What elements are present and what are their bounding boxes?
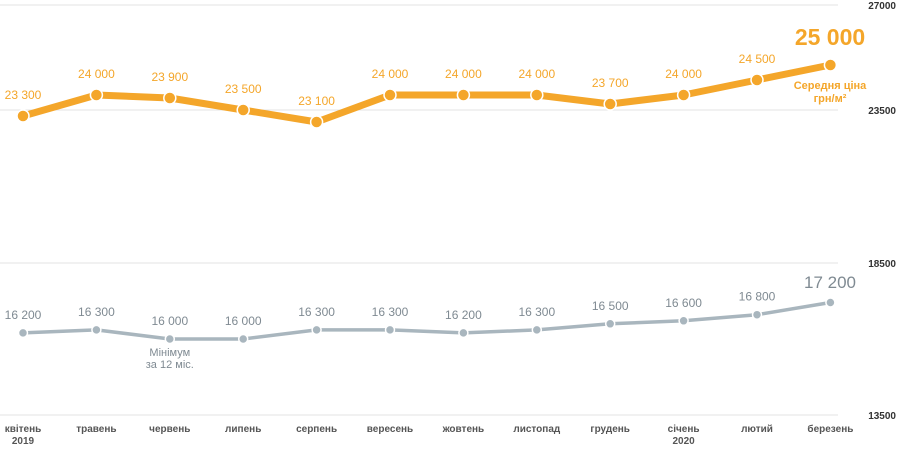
- data-label: 23 100: [298, 94, 335, 108]
- x-tick-sublabel: 2019: [12, 436, 35, 447]
- data-label: 16 200: [445, 308, 482, 322]
- x-tick-sublabel: 2020: [672, 436, 695, 447]
- data-point: [164, 333, 176, 345]
- x-tick-label: червень: [149, 424, 190, 435]
- data-point: [825, 297, 836, 308]
- x-tick-label: листопад: [513, 424, 561, 435]
- x-tick-label: квітень: [5, 424, 42, 435]
- data-label: 23 300: [5, 88, 42, 102]
- data-label: 16 000: [151, 314, 188, 328]
- data-label: 16 200: [5, 308, 42, 322]
- x-tick-label: липень: [225, 424, 261, 435]
- data-label: 16 500: [592, 299, 629, 313]
- data-point: [604, 318, 616, 330]
- data-label: 24 000: [445, 67, 482, 81]
- y-tick-label: 18500: [868, 259, 896, 270]
- data-point: [89, 88, 104, 102]
- x-tick-label: лютий: [741, 424, 773, 435]
- data-label: 16 300: [298, 305, 335, 319]
- series-name-label: грн/м²: [814, 93, 847, 105]
- x-tick-label: жовтень: [442, 424, 485, 435]
- data-point: [163, 91, 177, 105]
- data-point: [531, 324, 543, 336]
- x-tick-label: грудень: [590, 424, 630, 435]
- data-point: [91, 324, 102, 336]
- data-label: 24 000: [518, 67, 555, 81]
- minimum-annotation: за 12 міс.: [146, 359, 194, 371]
- data-label: 16 300: [78, 305, 115, 319]
- data-label: 16 600: [665, 296, 702, 310]
- data-point: [311, 324, 322, 336]
- x-tick-label: березень: [807, 423, 853, 435]
- data-point: [458, 327, 469, 339]
- data-point: [823, 58, 838, 72]
- series-name-label: Середня ціна: [794, 80, 867, 92]
- y-tick-label: 27000: [868, 1, 896, 12]
- data-point: [236, 103, 250, 117]
- data-point: [751, 309, 763, 320]
- data-point: [456, 88, 471, 102]
- data-point: [676, 88, 691, 102]
- series-average-price: 23 300 24 000 23 900 23 500 23 100 24 000 24 0…: [5, 24, 867, 129]
- data-label: 16 800: [739, 290, 776, 304]
- data-label: 16 300: [372, 305, 409, 319]
- data-label: 24 000: [78, 67, 115, 81]
- data-point: [383, 88, 397, 102]
- data-point: [17, 327, 29, 339]
- data-point: [237, 333, 249, 345]
- series-line: [19, 61, 834, 126]
- data-label-latest: 25 000: [795, 24, 865, 50]
- series-secondary: 16 200 16 300 16 000 16 000 16 300 16 300 16 2…: [5, 273, 856, 371]
- data-label: 16 000: [225, 314, 262, 328]
- data-label: 24 500: [739, 52, 776, 66]
- data-point: [750, 73, 764, 87]
- data-label: 23 500: [225, 82, 262, 96]
- x-tick-label: травень: [76, 424, 116, 435]
- data-point: [678, 315, 689, 327]
- data-point: [16, 109, 30, 123]
- data-label: 24 000: [372, 67, 409, 81]
- data-label: 23 900: [151, 70, 188, 84]
- x-tick-label: серпень: [296, 424, 337, 435]
- data-point: [309, 115, 324, 129]
- y-tick-label: 13500: [868, 411, 896, 422]
- data-point: [530, 88, 544, 102]
- x-tick-label: січень: [668, 424, 700, 435]
- data-label-latest: 17 200: [804, 273, 856, 292]
- grid: 27000 23500 18500 13500: [0, 1, 896, 422]
- data-point: [384, 324, 396, 336]
- data-label: 24 000: [665, 67, 702, 81]
- y-tick-label: 23500: [868, 106, 896, 117]
- minimum-annotation: Мінімум: [149, 347, 190, 359]
- series-line: [21, 300, 833, 341]
- data-label: 23 700: [592, 76, 629, 90]
- data-label: 16 300: [518, 305, 555, 319]
- x-tick-label: вересень: [367, 424, 413, 435]
- data-point: [603, 97, 617, 111]
